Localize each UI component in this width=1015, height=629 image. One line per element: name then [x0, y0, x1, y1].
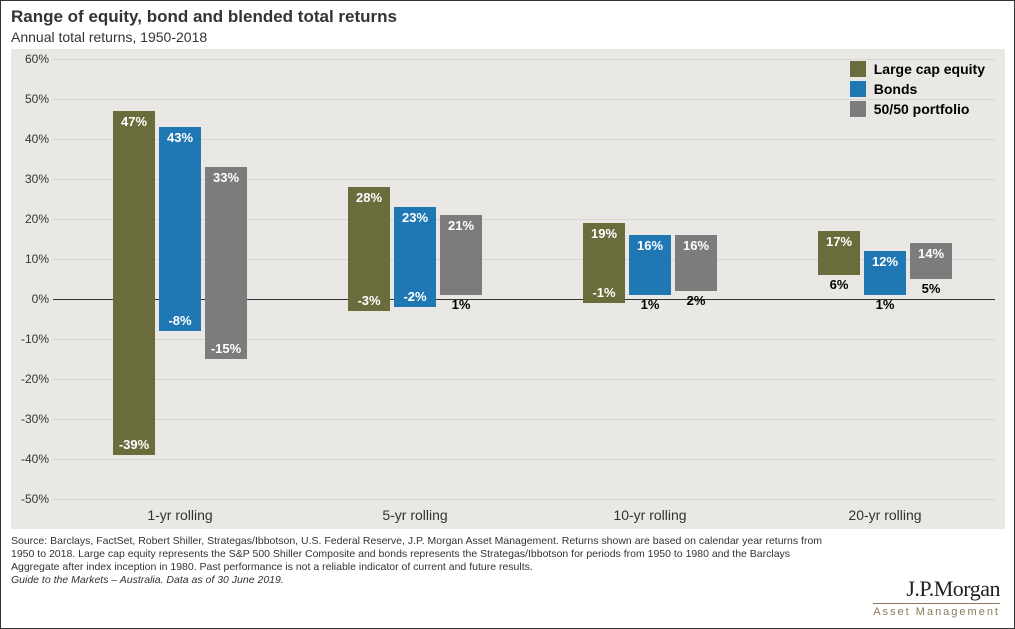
legend-swatch — [850, 61, 866, 77]
bar-high-label: 17% — [818, 234, 860, 249]
y-tick-label: 30% — [13, 172, 49, 186]
chart-subtitle: Annual total returns, 1950-2018 — [11, 29, 207, 45]
x-category-label: 10-yr rolling — [613, 507, 686, 523]
bar-low-label: 1% — [629, 297, 671, 312]
guide-text: Guide to the Markets – Australia. Data a… — [11, 574, 284, 586]
y-tick-label: -40% — [13, 452, 49, 466]
bar-high-label: 47% — [113, 114, 155, 129]
chart-container: Range of equity, bond and blended total … — [0, 0, 1015, 629]
bar-low-label: -3% — [348, 293, 390, 308]
y-tick-label: -30% — [13, 412, 49, 426]
bar-high-label: 14% — [910, 246, 952, 261]
gridline — [53, 379, 995, 380]
gridline — [53, 339, 995, 340]
y-tick-label: -50% — [13, 492, 49, 506]
bar-high-label: 21% — [440, 218, 482, 233]
y-tick-label: 10% — [13, 252, 49, 266]
bar-low-label: 5% — [910, 281, 952, 296]
bar-low-label: -39% — [113, 437, 155, 452]
y-tick-label: 50% — [13, 92, 49, 106]
legend-label: Large cap equity — [874, 61, 985, 77]
source-text: Source: Barclays, FactSet, Robert Shille… — [11, 535, 822, 573]
bar-high-label: 16% — [629, 238, 671, 253]
bar-low-label: -1% — [583, 285, 625, 300]
y-tick-label: 0% — [13, 292, 49, 306]
gridline — [53, 459, 995, 460]
bar-high-label: 19% — [583, 226, 625, 241]
x-category-label: 1-yr rolling — [147, 507, 212, 523]
bar-high-label: 43% — [159, 130, 201, 145]
bar-high-label: 28% — [348, 190, 390, 205]
plot-area: -50%-40%-30%-20%-10%0%10%20%30%40%50%60%… — [53, 59, 995, 499]
legend-item: Bonds — [850, 81, 985, 97]
bar-low-label: 2% — [675, 293, 717, 308]
bar-high-label: 23% — [394, 210, 436, 225]
bar-bonds — [159, 127, 201, 331]
bar-50-50-portfolio — [205, 167, 247, 359]
brand-logo: J.P.Morgan Asset Management — [873, 576, 1000, 618]
legend-swatch — [850, 81, 866, 97]
footer-text: Source: Barclays, FactSet, Robert Shille… — [11, 535, 831, 588]
bar-low-label: 1% — [440, 297, 482, 312]
legend: Large cap equity Bonds 50/50 portfolio — [850, 61, 985, 121]
legend-label: 50/50 portfolio — [874, 101, 970, 117]
gridline — [53, 419, 995, 420]
chart-area: -50% -40% -30% -20% -10% 0% 10% 20% 30% 40% 50% 60%… — [11, 49, 1005, 529]
chart-title: Range of equity, bond and blended total … — [11, 7, 397, 27]
gridline — [53, 59, 995, 60]
bar-high-label: 12% — [864, 254, 906, 269]
bar-large-cap-equity — [113, 111, 155, 455]
bar-low-label: 6% — [818, 277, 860, 292]
legend-swatch — [850, 101, 866, 117]
legend-label: Bonds — [874, 81, 918, 97]
y-tick-label: 40% — [13, 132, 49, 146]
bar-low-label: -2% — [394, 289, 436, 304]
bar-low-label: -8% — [159, 313, 201, 328]
bar-high-label: 33% — [205, 170, 247, 185]
legend-item: 50/50 portfolio — [850, 101, 985, 117]
y-tick-label: -10% — [13, 332, 49, 346]
y-tick-label: 60% — [13, 52, 49, 66]
gridline — [53, 499, 995, 500]
x-category-label: 5-yr rolling — [382, 507, 447, 523]
y-tick-label: -20% — [13, 372, 49, 386]
legend-item: Large cap equity — [850, 61, 985, 77]
bar-low-label: -15% — [205, 341, 247, 356]
bar-low-label: 1% — [864, 297, 906, 312]
x-category-label: 20-yr rolling — [848, 507, 921, 523]
logo-sub: Asset Management — [873, 603, 1000, 618]
y-tick-label: 20% — [13, 212, 49, 226]
bar-high-label: 16% — [675, 238, 717, 253]
logo-main: J.P.Morgan — [873, 576, 1000, 602]
